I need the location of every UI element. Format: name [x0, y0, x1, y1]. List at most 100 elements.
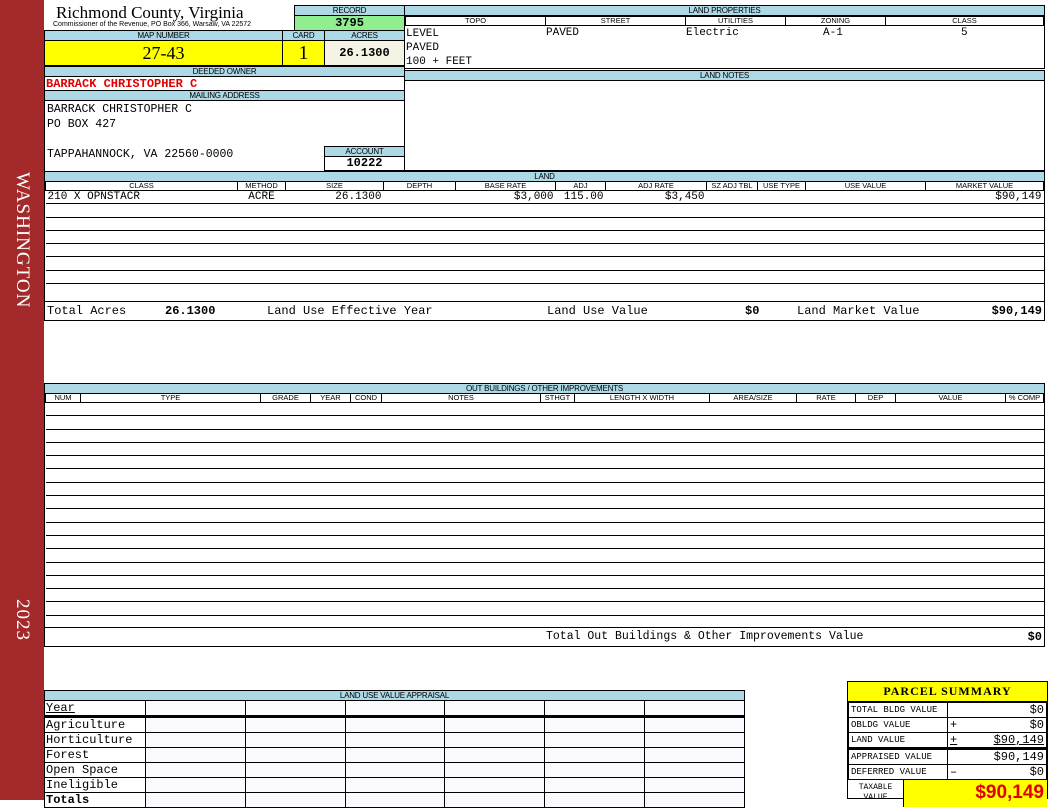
land-use-cell	[244, 762, 346, 778]
land-use-row: Horticulture	[44, 732, 745, 748]
land-cell	[45, 243, 238, 257]
land-col-header: DEPTH	[383, 181, 456, 191]
land-cell	[455, 216, 556, 231]
land-cell: 115.00	[563, 191, 604, 204]
land-col-header: USE TYPE	[757, 181, 806, 191]
land-cell	[925, 216, 1044, 231]
land-cell	[555, 256, 606, 271]
land-cell	[384, 191, 456, 204]
land-cell	[45, 216, 238, 231]
outbuilding-row	[45, 588, 1044, 602]
land-col-header: MARKET VALUE	[925, 181, 1044, 191]
land-use-cell	[444, 716, 546, 733]
land-cell	[706, 269, 758, 284]
outbuilding-cell	[45, 561, 1044, 576]
land-cell	[605, 269, 707, 284]
land-use-table: Year Agriculture Horticulture Forest Open Sp…	[44, 700, 745, 808]
land-use-cell	[244, 732, 346, 748]
land-cell	[605, 216, 707, 231]
land-cell	[555, 283, 606, 297]
land-cell	[455, 203, 556, 218]
land-cell	[757, 269, 806, 284]
outbuilding-col-header: GRADE	[260, 393, 311, 403]
land-use-cell	[244, 716, 346, 733]
land-cell	[925, 283, 1044, 297]
deeded-owner-label: DEEDED OWNER	[44, 66, 405, 77]
land-cell	[555, 229, 606, 244]
land-cell	[285, 229, 384, 244]
street-value: PAVED	[546, 27, 580, 39]
land-cell	[555, 243, 606, 257]
land-cell	[237, 256, 286, 271]
record-value: 3795	[294, 15, 405, 31]
outbuilding-row	[45, 428, 1044, 443]
summary-value: $90,149	[961, 748, 1047, 765]
land-use-cell	[344, 762, 446, 778]
land-use-cell	[145, 792, 246, 808]
land-use-row: Forest	[44, 747, 745, 763]
land-use-cell	[344, 716, 446, 733]
class-value: 5	[961, 27, 968, 39]
topo-value: 100 + FEET	[406, 56, 473, 68]
land-table: CLASS METHOD SIZE DEPTH BASE RATE ADJ ADJ RATE…	[45, 181, 1044, 297]
land-row: 210 X OPNSTACR ACRE 26.1300 $3,000 115.00 $3,…	[46, 191, 1044, 204]
summary-label: OBLDG VALUE	[848, 717, 948, 733]
col-class: CLASS	[885, 16, 1044, 26]
acres-value: 26.1300	[324, 40, 405, 66]
card-value: 1	[282, 40, 325, 66]
land-use-cell	[145, 716, 246, 733]
outbuilding-col-header: AREA/SIZE	[709, 393, 797, 403]
land-use-cell	[244, 777, 346, 793]
summary-value: $0	[961, 702, 1047, 718]
summary-label: APPRAISED VALUE	[848, 748, 948, 765]
outbuilding-row	[45, 548, 1044, 563]
land-col-header: ADJ	[555, 181, 606, 191]
land-col-header: SIZE	[285, 181, 384, 191]
land-use-row: Open Space	[44, 762, 745, 778]
land-use-value-label: Land Use Value	[547, 304, 648, 318]
land-row	[45, 283, 1044, 297]
col-topo: TOPO	[405, 16, 546, 26]
land-col-header: ADJ RATE	[605, 181, 707, 191]
land-use-cell	[444, 732, 546, 748]
land-use-cell	[644, 762, 745, 778]
land-use-cell	[644, 716, 745, 733]
outbuilding-col-header: VALUE	[895, 393, 1006, 403]
land-use-cell	[644, 747, 745, 763]
land-cell	[383, 283, 456, 297]
land-cell: ACRE	[248, 191, 275, 204]
utilities-value: Electric	[686, 27, 739, 39]
outbuilding-col-header: LENGTH X WIDTH	[574, 393, 710, 403]
outbuilding-cell	[45, 588, 1044, 602]
parcel-summary: PARCEL SUMMARY TOTAL BLDG VALUE $0 OBLDG V…	[847, 681, 1048, 807]
land-use-cell	[644, 732, 745, 748]
outbuildings-total-label: Total Out Buildings & Other Improvements…	[546, 630, 864, 643]
land-market-value-label: Land Market Value	[797, 304, 920, 318]
outbuilding-row	[45, 455, 1044, 469]
land-cell	[925, 243, 1044, 257]
summary-value: $0	[961, 764, 1047, 780]
outbuilding-col-header: COND	[350, 393, 382, 403]
land-col-header: METHOD	[237, 181, 286, 191]
land-col-header: BASE RATE	[455, 181, 556, 191]
outbuilding-col-header: TYPE	[80, 393, 261, 403]
land-use-cell	[145, 762, 246, 778]
land-cell	[383, 216, 456, 231]
taxable-value-label: TAXABLE VALUE	[848, 780, 904, 807]
outbuilding-col-header: DEP	[855, 393, 896, 403]
land-cell	[237, 269, 286, 284]
land-use-cell	[544, 777, 646, 793]
land-use-cell	[444, 792, 546, 808]
land-cell	[605, 243, 707, 257]
land-use-cell	[344, 732, 446, 748]
summary-operator	[947, 702, 962, 718]
land-cell	[285, 203, 384, 218]
county-title: Richmond County, Virginia	[56, 3, 244, 22]
land-table-wrap: CLASS METHOD SIZE DEPTH BASE RATE ADJ ADJ RATE…	[44, 181, 1045, 321]
land-use-cell	[444, 762, 546, 778]
land-cell	[45, 283, 238, 297]
parcel-summary-row: DEFERRED VALUE – $0	[848, 764, 1047, 780]
sidebar-band: WASHINGTON 2023	[0, 0, 44, 800]
outbuilding-col-header: % COMP	[1005, 393, 1044, 403]
land-cell	[605, 203, 707, 218]
